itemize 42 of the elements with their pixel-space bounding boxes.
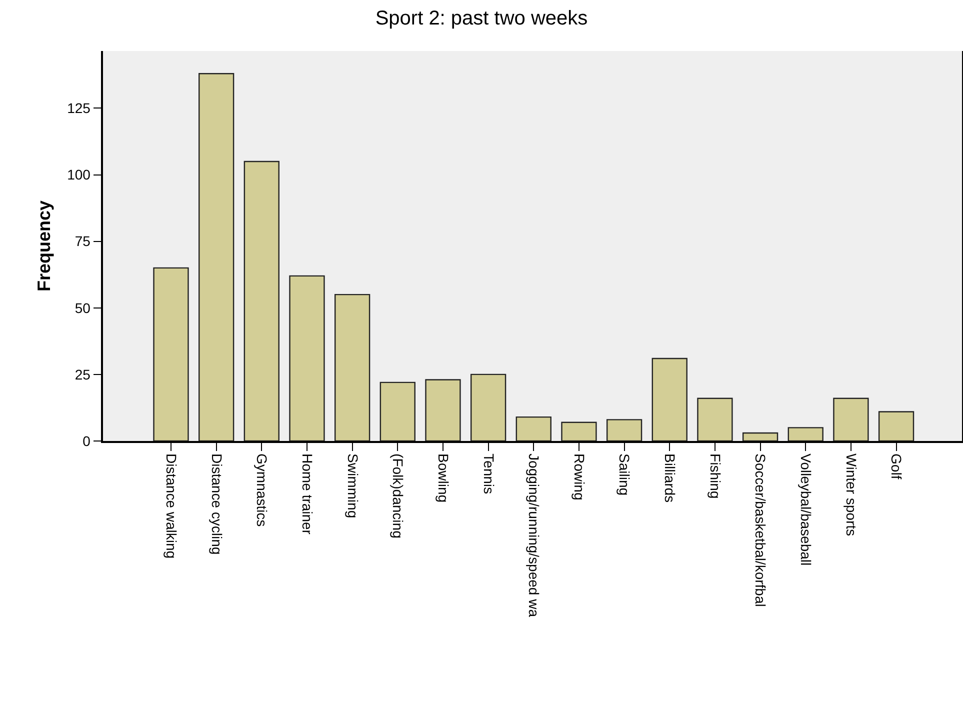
- y-tick-label: 0: [82, 432, 91, 449]
- bar: [334, 294, 370, 441]
- x-tick-label: Rowing: [571, 454, 588, 500]
- bar: [198, 73, 234, 441]
- bar: [380, 382, 416, 441]
- bar: [470, 374, 506, 441]
- bar: [652, 358, 688, 441]
- x-tick-label: (Folk)dancing: [390, 454, 406, 538]
- bar: [561, 422, 597, 441]
- y-tick-label: 25: [74, 366, 91, 382]
- y-axis-title: Frequency: [34, 200, 54, 292]
- y-tick-label: 50: [74, 300, 91, 316]
- bar: [742, 432, 778, 441]
- x-tick-label: Soccer/basketbal/korfbal: [752, 454, 769, 607]
- x-tick-label: Home trainer: [299, 454, 316, 535]
- y-tick-label: 75: [74, 233, 91, 250]
- x-tick-label: Bowling: [435, 454, 452, 503]
- y-tick-label: 125: [67, 100, 91, 116]
- bar: [697, 398, 733, 441]
- y-tick-label: 100: [67, 166, 91, 183]
- bar: [244, 160, 280, 441]
- bar: [606, 419, 642, 441]
- x-tick-label: Fishing: [707, 454, 724, 499]
- bar: [425, 379, 461, 441]
- x-tick-label: Distance walking: [163, 454, 180, 559]
- x-tick-label: Sailing: [616, 454, 633, 496]
- x-tick-label: Gymnastics: [254, 454, 270, 527]
- bar: [833, 398, 869, 441]
- x-tick-label: Billiards: [662, 454, 678, 503]
- bar: [788, 427, 824, 441]
- x-tick-label: Volleybal/baseball: [798, 454, 814, 566]
- bar: [153, 267, 189, 441]
- chart-title: Sport 2: past two weeks: [375, 8, 588, 30]
- x-tick-label: Swimming: [344, 454, 361, 518]
- bar: [289, 275, 325, 441]
- x-tick-label: Tennis: [480, 454, 497, 494]
- x-tick-label: Winter sports: [843, 454, 860, 536]
- x-tick-label: Jogging/running/speed wa: [526, 454, 542, 618]
- x-tick-label: Distance cycling: [208, 454, 225, 555]
- bar: [878, 411, 914, 441]
- bar: [516, 416, 552, 441]
- x-tick-label: Golf: [888, 454, 905, 480]
